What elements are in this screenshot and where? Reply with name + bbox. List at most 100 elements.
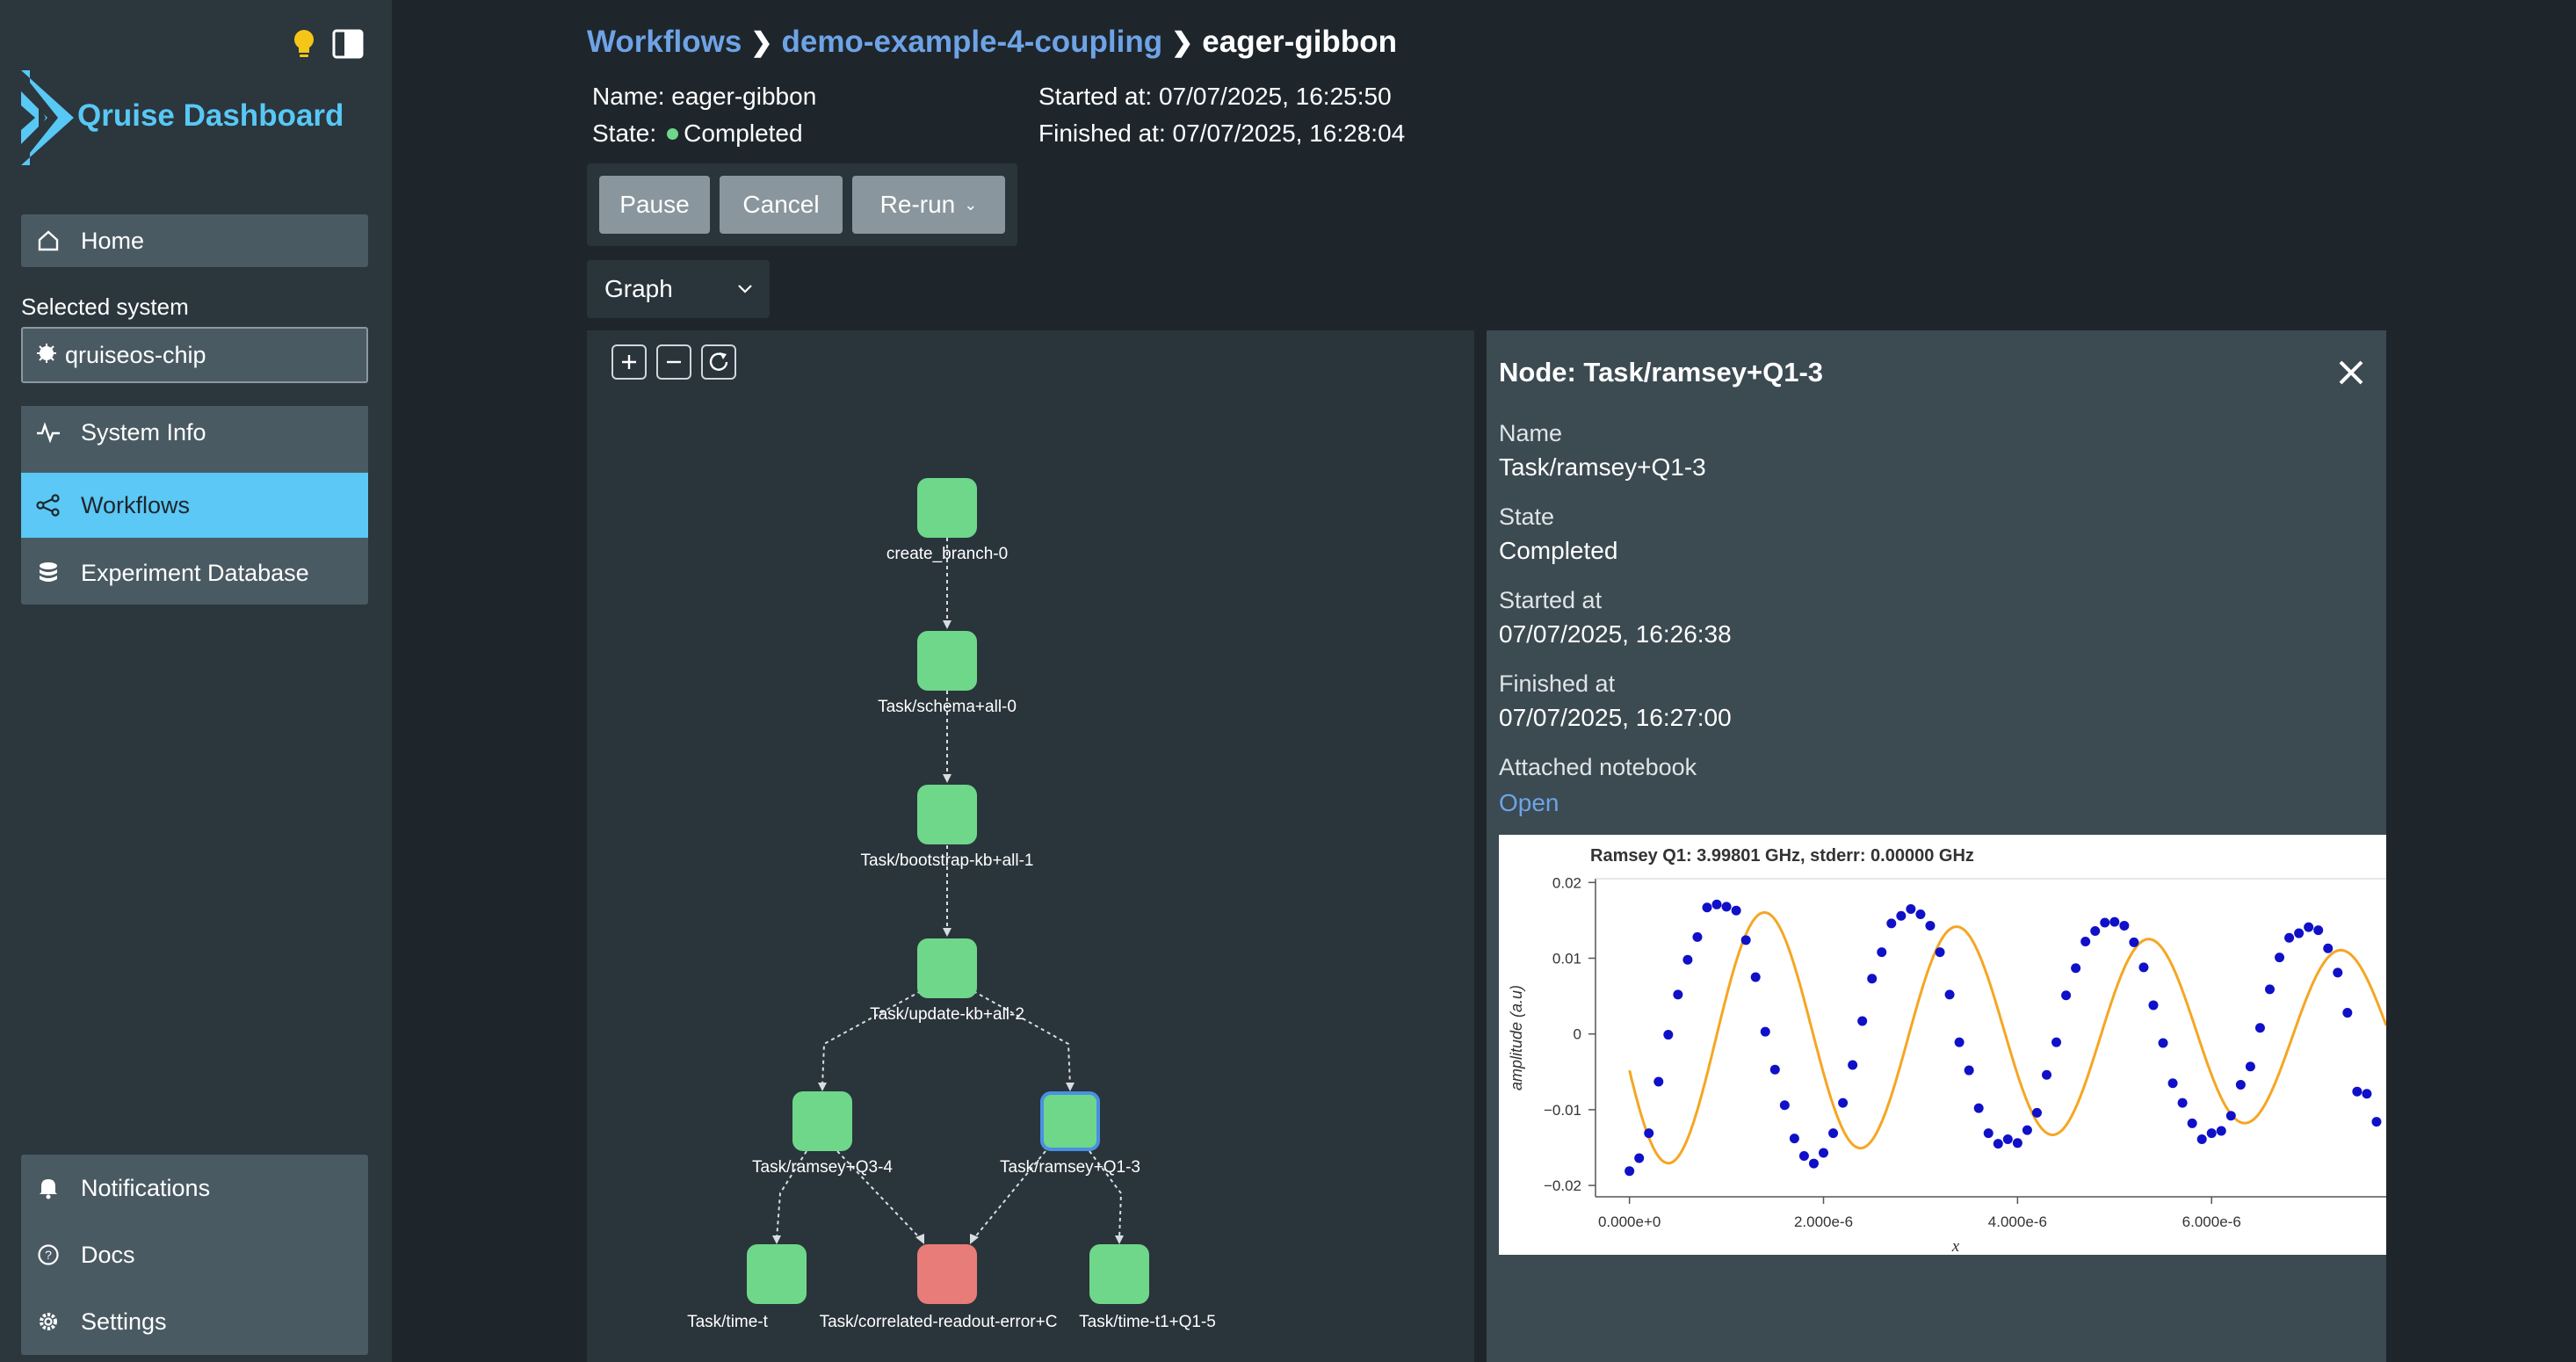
refresh-icon [709, 352, 728, 371]
name-value: Task/ramsey+Q1-3 [1499, 453, 1706, 481]
data-point [2206, 1128, 2217, 1139]
nav-docs-label: Docs [81, 1241, 135, 1268]
nav-settings-label: Settings [81, 1308, 167, 1335]
nav-workflows[interactable]: Workflows [21, 473, 368, 538]
data-point [2371, 1117, 2382, 1127]
rerun-label: Re-run [879, 191, 956, 218]
data-point [1692, 931, 1703, 942]
sidebar-toggle-icon[interactable] [330, 26, 365, 62]
data-point [2031, 1107, 2042, 1118]
data-point [1964, 1065, 1974, 1076]
brand: Qruise Dashboard [19, 69, 371, 167]
workflow-state-value: Completed [684, 120, 803, 147]
graph-node-time-t1-q1[interactable] [1089, 1244, 1149, 1304]
graph-node-ramsey-q3[interactable] [792, 1091, 852, 1151]
plus-icon [622, 355, 636, 369]
data-point [1682, 954, 1693, 965]
graph-panel[interactable]: create_branch-0 Task/schema+all-0 Task/b… [587, 330, 1474, 1362]
nav-system-info[interactable]: System Info [21, 406, 368, 459]
data-point [1848, 1060, 1858, 1070]
graph-node-label: Task/update-kb+all-2 [870, 1005, 1024, 1024]
nav-notifications-label: Notifications [81, 1174, 211, 1201]
help-circle-icon: ? [35, 1242, 62, 1268]
x-tick-label: 6.000e-6 [2182, 1213, 2241, 1230]
breadcrumb-workflows[interactable]: Workflows [587, 25, 742, 59]
data-point [1653, 1076, 1664, 1087]
sidebar: Qruise Dashboard Home Selected system qr… [0, 0, 392, 1362]
open-notebook-link[interactable]: Open [1499, 789, 1559, 816]
view-mode-select[interactable]: Graph [587, 260, 770, 318]
reset-view-button[interactable] [701, 344, 736, 380]
data-point [2051, 1037, 2062, 1047]
rerun-button[interactable]: Re-run ⌄ [852, 176, 1005, 234]
graph-node-schema[interactable] [917, 631, 977, 691]
breadcrumb-workflow-template[interactable]: demo-example-4-coupling [781, 25, 1163, 59]
action-bar: Pause Cancel Re-run ⌄ [587, 163, 1017, 246]
data-point [1702, 902, 1712, 913]
nav-docs[interactable]: ? Docs [21, 1228, 368, 1281]
graph-node-time-t[interactable] [747, 1244, 807, 1304]
notebook-label: Attached notebook [1499, 754, 1697, 780]
brand-name: Qruise Dashboard [77, 98, 344, 133]
data-point [2313, 925, 2324, 936]
data-point [1867, 974, 1878, 984]
graph-node-ramsey-q1-selected[interactable] [1040, 1091, 1100, 1151]
state-dot-icon [667, 127, 679, 140]
zoom-in-button[interactable] [611, 344, 647, 380]
data-point [1925, 920, 1936, 931]
nav-home[interactable]: Home [21, 214, 368, 267]
x-tick-label: 0.000e+0 [1598, 1213, 1661, 1230]
chip-icon [37, 342, 56, 369]
activity-icon [35, 419, 62, 446]
y-tick-label: 0.01 [1552, 951, 1581, 967]
x-tick-label: 2.000e-6 [1794, 1213, 1853, 1230]
close-icon[interactable] [2330, 351, 2372, 394]
data-point [2362, 1089, 2372, 1099]
x-tick-label: 4.000e-6 [1988, 1213, 2047, 1230]
data-point [2196, 1134, 2207, 1144]
y-tick-label: −0.01 [1544, 1102, 1581, 1119]
data-point [2100, 917, 2110, 928]
data-point [2071, 963, 2081, 974]
graph-node-label: Task/ramsey+Q3-4 [752, 1158, 893, 1177]
graph-node-bootstrap-kb[interactable] [917, 785, 977, 844]
zoom-out-button[interactable] [656, 344, 691, 380]
graph-node-label: Task/ramsey+Q1-3 [1000, 1158, 1140, 1177]
y-tick-label: 0.02 [1552, 874, 1581, 891]
chevron-right-icon: ❯ [750, 27, 773, 57]
data-point [2235, 1079, 2246, 1090]
graph-edges [772, 538, 1124, 1244]
graph-node-create-branch[interactable] [917, 478, 977, 538]
nav-settings[interactable]: Settings [21, 1295, 368, 1348]
nav-notifications[interactable]: Notifications [21, 1162, 368, 1214]
data-point [1973, 1103, 1984, 1113]
y-tick-label: −0.02 [1544, 1177, 1581, 1194]
ramsey-plot: Ramsey Q1: 3.99801 GHz, stderr: 0.00000 … [1499, 835, 2386, 1255]
selected-system-label: Selected system [21, 293, 189, 320]
data-point [2080, 937, 2091, 947]
data-point [2275, 953, 2285, 963]
system-select[interactable]: qruiseos-chip [21, 327, 368, 383]
started-value: 07/07/2025, 16:26:38 [1499, 620, 1732, 648]
data-point [1808, 1158, 1819, 1169]
data-point [1634, 1153, 1645, 1163]
pause-button[interactable]: Pause [599, 176, 710, 234]
minus-icon [667, 360, 681, 364]
graph-node-update-kb[interactable] [917, 938, 977, 998]
gear-icon [35, 1308, 62, 1335]
cancel-button[interactable]: Cancel [720, 176, 843, 234]
node-detail-title: Node: Task/ramsey+Q1-3 [1499, 357, 1824, 388]
data-point [1838, 1098, 1849, 1108]
nav-experiment-database[interactable]: Experiment Database [21, 547, 368, 599]
data-point [1779, 1100, 1790, 1111]
svg-text:?: ? [45, 1248, 52, 1262]
graph-node-correlated-readout-error[interactable] [917, 1244, 977, 1304]
lightbulb-icon[interactable] [286, 26, 322, 62]
nav-system-info-label: System Info [81, 418, 206, 446]
y-tick-label: 0 [1574, 1026, 1581, 1043]
data-point [2109, 916, 2120, 927]
selected-system-value: qruiseos-chip [65, 341, 206, 368]
data-point [1673, 989, 1683, 1000]
data-point [1663, 1030, 1674, 1040]
data-point [1954, 1037, 1965, 1047]
